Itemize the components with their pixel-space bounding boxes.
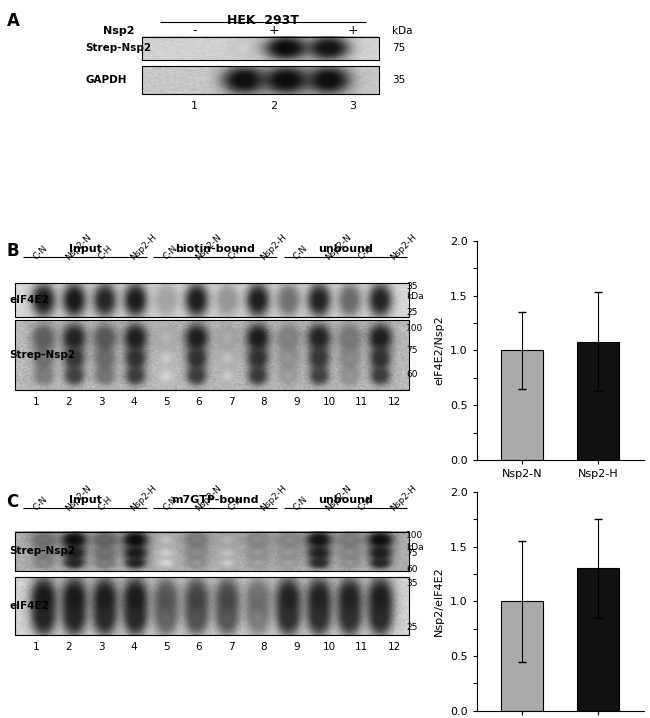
- Text: 3: 3: [98, 397, 105, 407]
- Text: 60: 60: [406, 565, 417, 574]
- Text: 35: 35: [392, 75, 405, 85]
- Y-axis label: Nsp2/eIF4E2: Nsp2/eIF4E2: [434, 567, 444, 636]
- Text: 6: 6: [196, 397, 202, 407]
- Text: C-H: C-H: [357, 244, 374, 262]
- Bar: [16, 283, 409, 317]
- Text: 60: 60: [406, 370, 417, 379]
- Text: 7: 7: [228, 397, 235, 407]
- Text: biotin-bound: biotin-bound: [176, 244, 255, 253]
- Text: C-N: C-N: [31, 495, 49, 513]
- Text: C-N: C-N: [292, 244, 309, 262]
- Text: Nsp2-H: Nsp2-H: [389, 483, 419, 513]
- Text: Nsp2-N: Nsp2-N: [324, 232, 354, 262]
- Text: 75: 75: [392, 43, 405, 53]
- Text: 25: 25: [406, 308, 417, 317]
- Text: C: C: [6, 493, 19, 510]
- Text: Nsp2-H: Nsp2-H: [259, 232, 289, 262]
- Text: 3: 3: [98, 642, 105, 652]
- Text: 2: 2: [270, 101, 277, 111]
- Text: +: +: [347, 24, 358, 37]
- Bar: [142, 37, 379, 60]
- Text: 12: 12: [387, 397, 401, 407]
- Text: A: A: [6, 11, 20, 29]
- Text: 1: 1: [33, 642, 40, 652]
- Text: C-N: C-N: [31, 244, 49, 262]
- Text: 8: 8: [261, 642, 267, 652]
- Text: 75: 75: [406, 346, 417, 355]
- Text: 75: 75: [406, 549, 417, 558]
- Text: 11: 11: [355, 642, 368, 652]
- Text: 5: 5: [163, 642, 170, 652]
- Bar: [577, 342, 619, 460]
- Text: 9: 9: [293, 642, 300, 652]
- Text: 1: 1: [33, 397, 40, 407]
- Text: 7: 7: [228, 642, 235, 652]
- Text: -: -: [192, 24, 197, 37]
- Text: kDa: kDa: [392, 26, 412, 36]
- Text: 12: 12: [387, 642, 401, 652]
- Text: 35: 35: [406, 579, 417, 588]
- Text: C-H: C-H: [96, 244, 114, 262]
- Text: 2: 2: [66, 397, 72, 407]
- Bar: [577, 569, 619, 711]
- Text: 6: 6: [196, 642, 202, 652]
- Text: 4: 4: [131, 397, 137, 407]
- Text: 100: 100: [406, 531, 423, 540]
- Text: eIF4E2: eIF4E2: [10, 294, 49, 304]
- Text: 10: 10: [322, 642, 335, 652]
- Text: GAPDH: GAPDH: [85, 75, 127, 85]
- Text: unbound: unbound: [318, 244, 372, 253]
- Text: Nsp2-H: Nsp2-H: [389, 232, 419, 262]
- Text: 35: 35: [406, 282, 417, 291]
- Text: Nsp2-H: Nsp2-H: [129, 232, 159, 262]
- Text: C-H: C-H: [357, 495, 374, 513]
- Text: 5: 5: [163, 397, 170, 407]
- Text: C-N: C-N: [292, 495, 309, 513]
- Bar: [501, 350, 543, 460]
- Text: C-H: C-H: [227, 495, 244, 513]
- Text: Nsp2-N: Nsp2-N: [64, 483, 94, 513]
- Bar: [142, 66, 379, 94]
- Text: Strep-Nsp2: Strep-Nsp2: [10, 350, 75, 360]
- Text: 4: 4: [131, 642, 137, 652]
- Bar: [501, 601, 543, 711]
- Bar: [16, 577, 409, 635]
- Bar: [16, 320, 409, 390]
- Text: Input: Input: [69, 244, 101, 253]
- Text: 11: 11: [355, 397, 368, 407]
- Text: 3: 3: [349, 101, 356, 111]
- Y-axis label: eIF4E2/Nsp2: eIF4E2/Nsp2: [434, 315, 444, 386]
- Text: 10: 10: [322, 397, 335, 407]
- Text: m7GTP-bound: m7GTP-bound: [172, 495, 259, 505]
- Text: Strep-Nsp2: Strep-Nsp2: [10, 546, 75, 556]
- Text: HEK  293T: HEK 293T: [227, 14, 298, 27]
- Text: 8: 8: [261, 397, 267, 407]
- Text: kDa: kDa: [406, 543, 424, 552]
- Text: 2: 2: [66, 642, 72, 652]
- Text: 9: 9: [293, 397, 300, 407]
- Text: 100: 100: [406, 324, 423, 333]
- Text: 1: 1: [191, 101, 198, 111]
- Text: C-H: C-H: [96, 495, 114, 513]
- Text: B: B: [6, 242, 19, 260]
- Text: Input: Input: [69, 495, 101, 505]
- Text: kDa: kDa: [406, 292, 424, 301]
- Text: Nsp2-H: Nsp2-H: [129, 483, 159, 513]
- Text: 25: 25: [406, 623, 417, 632]
- Text: Nsp2-N: Nsp2-N: [194, 483, 224, 513]
- Text: C-N: C-N: [162, 244, 179, 262]
- Text: Nsp2-N: Nsp2-N: [324, 483, 354, 513]
- Text: Nsp2-H: Nsp2-H: [259, 483, 289, 513]
- Text: +: +: [268, 24, 279, 37]
- Text: Nsp2-N: Nsp2-N: [64, 232, 94, 262]
- Text: C-N: C-N: [162, 495, 179, 513]
- Text: Nsp2: Nsp2: [103, 26, 135, 36]
- Bar: [16, 531, 409, 572]
- Text: eIF4E2: eIF4E2: [10, 601, 49, 611]
- Text: Strep-Nsp2: Strep-Nsp2: [85, 43, 151, 53]
- Text: Nsp2-N: Nsp2-N: [194, 232, 224, 262]
- Text: C-H: C-H: [227, 244, 244, 262]
- Text: unbound: unbound: [318, 495, 372, 505]
